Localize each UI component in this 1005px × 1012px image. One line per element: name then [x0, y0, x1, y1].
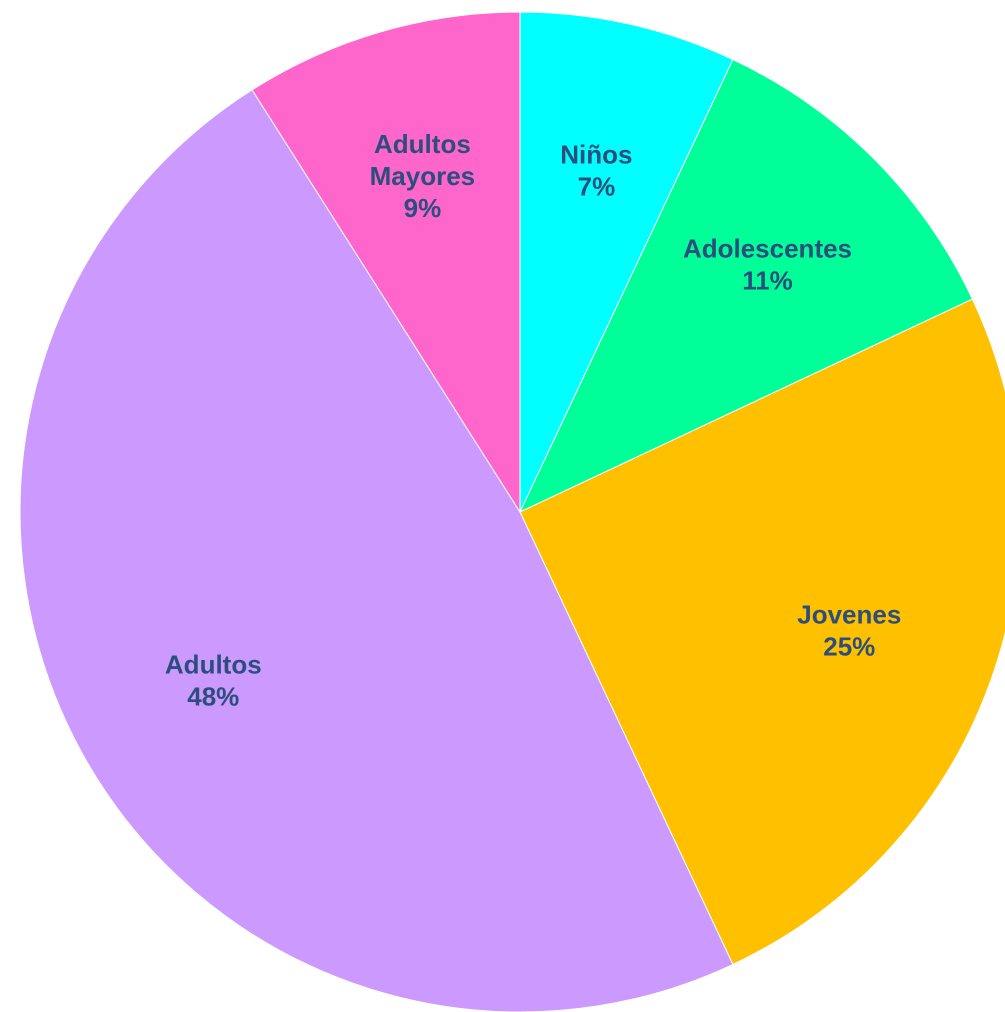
pie-slice-ninos: [519, 11, 734, 513]
pie-slice-adultos-mayores: [251, 11, 521, 514]
pie-label-ninos: Niños 7%: [560, 139, 632, 201]
pie-label-value: 9%: [404, 193, 442, 223]
pie-labels: Niños 7%Adolescentes 11%Jovenes 25%Adultos 4…: [165, 129, 901, 712]
pie-label-jovenes: Jovenes 25%: [797, 600, 901, 662]
pie-label-category: Niños: [560, 139, 632, 169]
pie-slices: [19, 11, 1005, 1012]
pie-label-category: Adultos: [165, 650, 262, 680]
pie-label-adultos-mayores: Adultos Mayores 9%: [370, 129, 476, 223]
pie-slice-jovenes: [519, 298, 1005, 966]
pie-label-adolescentes: Adolescentes 11%: [683, 234, 852, 296]
pie-label-value: 48%: [187, 682, 239, 712]
pie-label-category: Adultos: [374, 129, 471, 159]
pie-label-value: 11%: [742, 266, 793, 296]
pie-label-category: Mayores: [370, 161, 476, 191]
pie-label-value: 25%: [823, 632, 875, 662]
pie-slice-adolescentes: [518, 58, 974, 514]
pie-label-category: Adolescentes: [683, 234, 852, 264]
pie-label-value: 7%: [578, 171, 616, 201]
pie-label-adultos: Adultos 48%: [165, 650, 262, 712]
pie-label-category: Jovenes: [797, 600, 901, 630]
